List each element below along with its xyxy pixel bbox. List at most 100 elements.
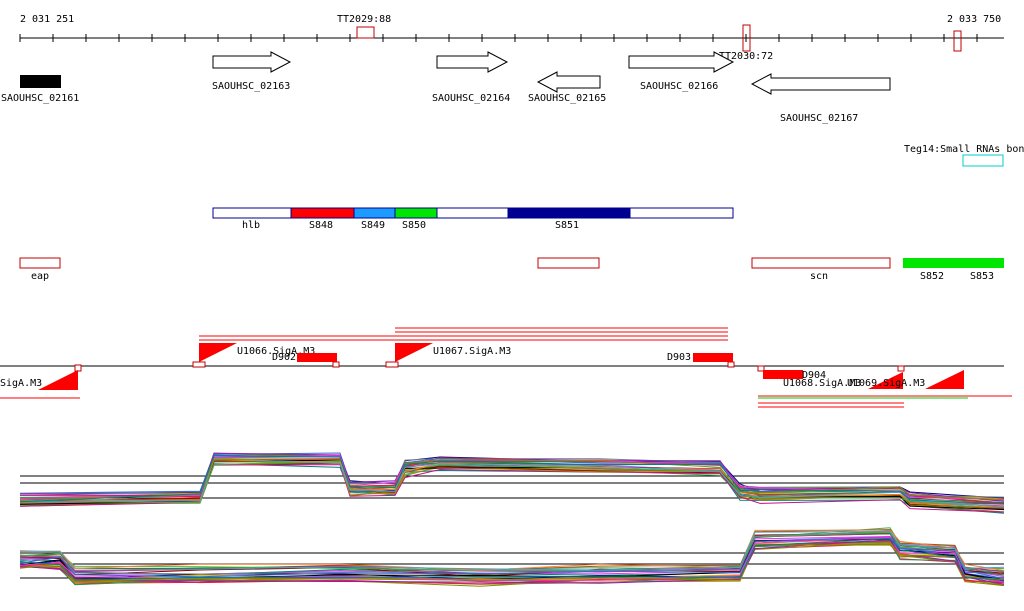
promoter-u1067[interactable]: U1067.SigA.M3: [395, 343, 511, 362]
segment-s851-box[interactable]: [507, 207, 631, 219]
ruler-start-label: 2 031 251: [20, 14, 74, 25]
region-scn-box[interactable]: [751, 257, 891, 269]
segment-s850-label: S850: [402, 220, 426, 231]
region-mid-box[interactable]: [537, 257, 600, 269]
gene-saouhsc-02164-label: SAOUHSC_02164: [432, 93, 510, 104]
gene-saouhsc-02167[interactable]: SAOUHSC_02167: [750, 73, 891, 124]
expression-profile-line: [19, 536, 1005, 583]
gene-saouhsc-02167-arrow: [750, 73, 891, 95]
segment-gap-box: [436, 207, 509, 219]
gene-saouhsc-02166[interactable]: SAOUHSC_02166: [628, 51, 735, 92]
segment-hlb-box[interactable]: [212, 207, 292, 219]
promoter-u1068-triangle: [868, 372, 903, 389]
region-scn-label: scn: [810, 271, 828, 282]
small-rna-teg14-box: [962, 154, 1004, 167]
gene-saouhsc-02165[interactable]: SAOUHSC_02165: [528, 71, 606, 104]
dterm-d903-box: [693, 353, 733, 362]
ruler-ticks: [19, 34, 978, 42]
promoter-u1066-label: U1066.SigA.M3: [237, 346, 315, 357]
expression-profile-line: [19, 460, 1005, 508]
gene-saouhsc-02163[interactable]: SAOUHSC_02163: [212, 51, 292, 92]
promoter-u1067-triangle: [395, 343, 433, 362]
expression-profile-line: [19, 538, 1005, 582]
dterm-d904-label: D904: [802, 370, 826, 381]
expression-profile-line: [19, 464, 1005, 513]
segment-track: hlb S848 S849 S850 S851: [212, 207, 734, 231]
segment-s849-label: S849: [361, 220, 385, 231]
gene-saouhsc-02161-box: [20, 75, 61, 88]
coordinate-ruler: 2 031 251 2 033 750: [19, 14, 1004, 42]
promoter-u1069-label: U1069.SigA.M3: [847, 378, 925, 389]
dterm-d904-box: [763, 370, 803, 379]
site-marker: [385, 361, 399, 368]
expression-profile-line: [19, 455, 1005, 505]
site-marker: [332, 361, 340, 368]
gene-saouhsc-02164[interactable]: SAOUHSC_02164: [432, 51, 510, 104]
gene-saouhsc-02166-label: SAOUHSC_02166: [640, 81, 718, 92]
dterm-d902[interactable]: D902: [272, 352, 337, 363]
small-rna-teg14[interactable]: Teg14:Small RNAs bon: [904, 144, 1024, 167]
region-s852-box[interactable]: [903, 258, 1004, 268]
expression-profile-line: [19, 543, 1005, 584]
terminator-tt2030[interactable]: TT2030:72: [719, 24, 773, 62]
site-marker: [757, 365, 765, 372]
terminator-right-marker: [953, 30, 962, 52]
promoter-left-siga[interactable]: SigA.M3: [0, 370, 80, 399]
expression-profile-line: [19, 539, 1005, 585]
gene-saouhsc-02163-label: SAOUHSC_02163: [212, 81, 290, 92]
expression-profiles-bottom: [19, 527, 1005, 587]
promoter-u1069-triangle: [925, 370, 964, 389]
terminator-tt2029[interactable]: TT2029:88: [337, 14, 391, 39]
dterm-d904[interactable]: D904: [763, 370, 826, 381]
expression-profile-line: [19, 459, 1005, 508]
terminator-tt2029-label: TT2029:88: [337, 14, 391, 25]
segment-hlb-label: hlb: [242, 220, 260, 231]
dterm-d902-box: [297, 353, 337, 362]
expression-profile-line: [19, 536, 1005, 580]
segment-s851-label: S851: [555, 220, 579, 231]
dterm-d902-label: D902: [272, 352, 296, 363]
expression-profile-line: [19, 530, 1005, 571]
gene-saouhsc-02165-label: SAOUHSC_02165: [528, 93, 606, 104]
gene-saouhsc-02164-arrow: [436, 51, 509, 73]
expression-profile-line: [19, 538, 1005, 581]
ruler-end-label: 2 033 750: [947, 14, 1001, 25]
region-eap-box[interactable]: [19, 257, 61, 269]
promoter-u1067-label: U1067.SigA.M3: [433, 346, 511, 357]
terminator-tt2030-marker: [742, 24, 751, 52]
terminator-tt2029-marker: [356, 26, 375, 39]
segment-s848-label: S848: [309, 220, 333, 231]
segment-s848-box[interactable]: [290, 207, 355, 219]
terminator-tt2030-label: TT2030:72: [719, 51, 773, 62]
small-rna-teg14-label: Teg14:Small RNAs bon: [904, 144, 1024, 155]
promoter-u1068-label: U1068.SigA.M3: [783, 378, 861, 389]
expression-profile-line: [19, 544, 1005, 582]
promoter-left-label: SigA.M3: [0, 378, 42, 389]
site-marker: [192, 361, 206, 368]
expression-profile-line: [19, 529, 1005, 571]
region-s853-label: S853: [970, 271, 994, 282]
segment-s849-box[interactable]: [353, 207, 396, 219]
promoter-u1066[interactable]: U1066.SigA.M3: [199, 343, 315, 362]
expression-profile-line: [19, 530, 1005, 575]
region-track: eap scn S852 S853: [19, 257, 1004, 282]
segment-s850-box[interactable]: [394, 207, 438, 219]
dterm-d903[interactable]: D903: [667, 352, 733, 363]
promoter-u1069[interactable]: U1069.SigA.M3: [847, 370, 964, 389]
terminator-right[interactable]: [953, 30, 962, 52]
expression-track-top: [19, 452, 1005, 514]
gene-saouhsc-02166-arrow: [628, 51, 735, 73]
expression-profile-line: [19, 457, 1005, 508]
promoter-track: SigA.M3 U1066.SigA.M3 D902 U1067.SigA.M3…: [0, 327, 1012, 408]
expression-profiles-top: [19, 452, 1005, 514]
gene-saouhsc-02161-label: SAOUHSC_02161: [1, 93, 79, 104]
region-eap-label: eap: [31, 271, 49, 282]
site-marker: [727, 361, 735, 368]
region-s852-label: S852: [920, 271, 944, 282]
gene-saouhsc-02161[interactable]: SAOUHSC_02161: [1, 75, 79, 104]
promoter-u1068[interactable]: U1068.SigA.M3: [783, 372, 903, 389]
gene-saouhsc-02167-label: SAOUHSC_02167: [780, 113, 858, 124]
gene-saouhsc-02163-arrow: [212, 51, 292, 73]
segment-tail-box: [629, 207, 734, 219]
